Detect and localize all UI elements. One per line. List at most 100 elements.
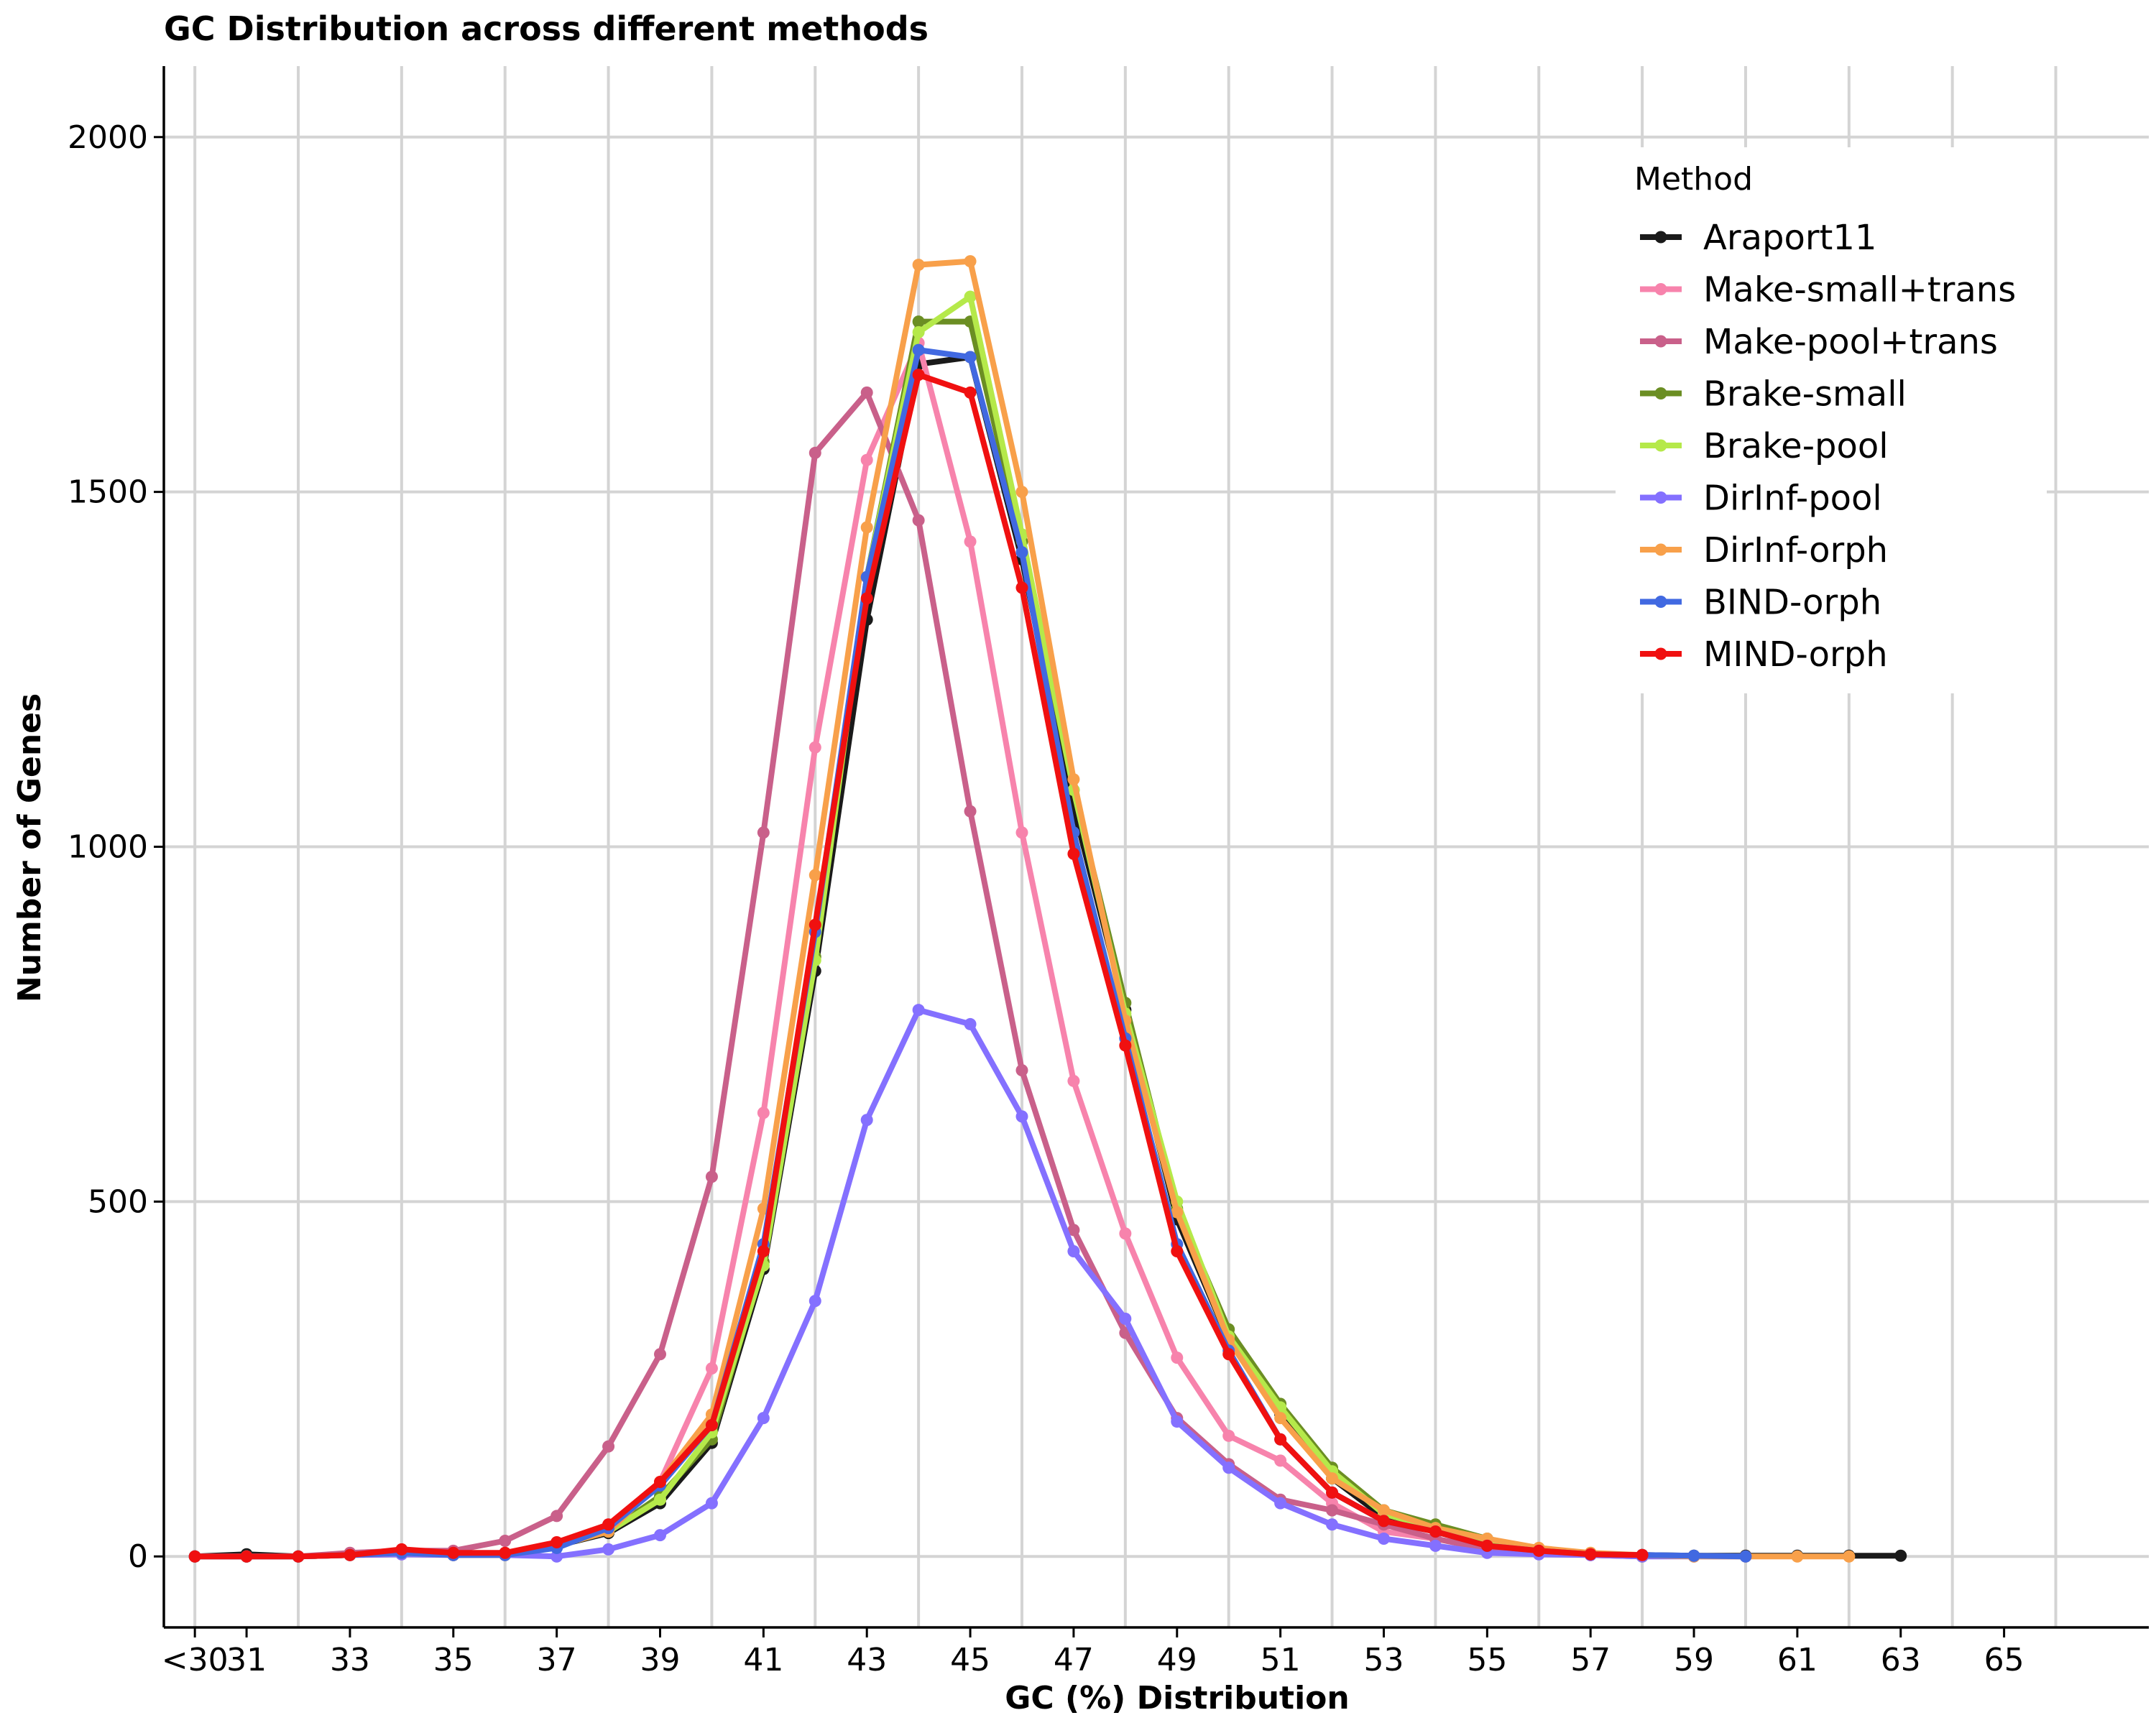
legend-swatch-point [1654, 283, 1667, 295]
data-point [912, 514, 925, 527]
data-point [964, 255, 977, 268]
legend-item: MIND-orph [1640, 634, 1888, 675]
legend-swatch-point [1654, 543, 1667, 556]
data-point [964, 805, 977, 818]
data-point [912, 259, 925, 272]
data-point [912, 369, 925, 382]
legend-item: Make-small+trans [1640, 270, 2016, 310]
data-point [550, 1550, 563, 1563]
legend-label: MIND-orph [1703, 634, 1888, 675]
data-point [757, 1106, 770, 1119]
legend-label: Brake-small [1703, 374, 1907, 415]
data-point [654, 1348, 666, 1361]
x-tick-label: <30 [162, 1642, 229, 1678]
data-point [1894, 1549, 1907, 1562]
data-point [1843, 1550, 1856, 1563]
data-point [499, 1546, 512, 1559]
data-point [1222, 1461, 1235, 1474]
data-point [808, 741, 821, 754]
data-point [447, 1546, 460, 1559]
legend-swatch-point [1654, 387, 1667, 399]
data-point [344, 1548, 356, 1561]
data-point [654, 1529, 666, 1542]
data-point [654, 1476, 666, 1489]
x-tick-label: 51 [1261, 1642, 1301, 1678]
data-point [1739, 1550, 1752, 1563]
legend-swatch-point [1654, 596, 1667, 608]
data-point [1171, 1415, 1184, 1428]
series-bind-orph [188, 343, 1752, 1563]
data-point [395, 1543, 408, 1556]
data-point [654, 1493, 666, 1506]
legend-background [1616, 147, 2047, 693]
data-point [1326, 1486, 1339, 1499]
data-point [602, 1440, 615, 1453]
data-point [1015, 1064, 1028, 1077]
legend-item: Make-pool+trans [1640, 322, 1998, 362]
data-point [808, 918, 821, 931]
y-tick-label: 2000 [68, 119, 148, 156]
data-point [705, 1497, 718, 1510]
data-point [912, 325, 925, 338]
data-point [1015, 486, 1028, 499]
data-point [1636, 1548, 1649, 1561]
data-point [1015, 826, 1028, 839]
series-line [192, 1007, 1749, 1560]
legend-item: Araport11 [1640, 218, 1876, 258]
data-point [1377, 1515, 1390, 1528]
data-point [1326, 1518, 1339, 1531]
data-point [1326, 1472, 1339, 1485]
data-point [1015, 581, 1028, 594]
legend-item: Brake-pool [1640, 426, 1889, 466]
data-point [757, 1245, 770, 1258]
data-point [964, 386, 977, 399]
data-point [1326, 1504, 1339, 1517]
x-tick-label: 41 [743, 1642, 783, 1678]
x-tick-label: 59 [1674, 1642, 1714, 1678]
data-point [964, 351, 977, 364]
data-point [1119, 1039, 1132, 1052]
data-point [1584, 1548, 1597, 1561]
legend-swatch-point [1654, 647, 1667, 660]
data-point [912, 343, 925, 356]
x-axis-title: GC (%) Distribution [1005, 1680, 1349, 1717]
data-point [860, 592, 873, 605]
y-tick-label: 0 [128, 1538, 148, 1575]
data-point [188, 1550, 201, 1563]
data-point [1532, 1544, 1545, 1557]
data-point [860, 521, 873, 534]
data-point [1171, 1206, 1184, 1219]
data-point [499, 1534, 512, 1547]
data-point [602, 1543, 615, 1556]
x-tick-label: 53 [1363, 1642, 1404, 1678]
data-point [1429, 1525, 1442, 1538]
data-point [1119, 1312, 1132, 1325]
y-tick-label: 1000 [68, 829, 148, 866]
legend: Method Araport11 Make-small+trans Make-poo… [1616, 147, 2047, 693]
data-point [1015, 546, 1028, 559]
y-axis-title: Number of Genes [11, 693, 48, 1002]
legend-swatch-point [1654, 439, 1667, 452]
data-point [1015, 1110, 1028, 1123]
data-point [860, 1114, 873, 1127]
data-point [1377, 1533, 1390, 1546]
legend-label: BIND-orph [1703, 583, 1881, 623]
data-point [1274, 1412, 1287, 1425]
data-point [964, 290, 977, 303]
data-point [964, 535, 977, 548]
data-point [1687, 1549, 1700, 1562]
data-point [1067, 847, 1080, 860]
data-point [550, 1535, 563, 1548]
legend-swatch-point [1654, 335, 1667, 348]
legend-title: Method [1634, 161, 1753, 198]
data-point [1480, 1539, 1493, 1552]
legend-item: BIND-orph [1640, 583, 1881, 623]
x-tick-label: 35 [433, 1642, 474, 1678]
legend-label: Brake-pool [1703, 426, 1889, 466]
data-point [1171, 1352, 1184, 1364]
data-point [808, 869, 821, 882]
legend-label: Make-pool+trans [1703, 322, 1998, 362]
